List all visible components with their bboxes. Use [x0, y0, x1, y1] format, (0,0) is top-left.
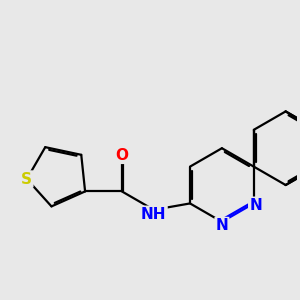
Text: N: N: [215, 218, 228, 233]
Text: O: O: [116, 148, 128, 163]
Text: NH: NH: [141, 207, 167, 222]
Text: N: N: [249, 198, 262, 213]
Text: S: S: [21, 172, 32, 187]
